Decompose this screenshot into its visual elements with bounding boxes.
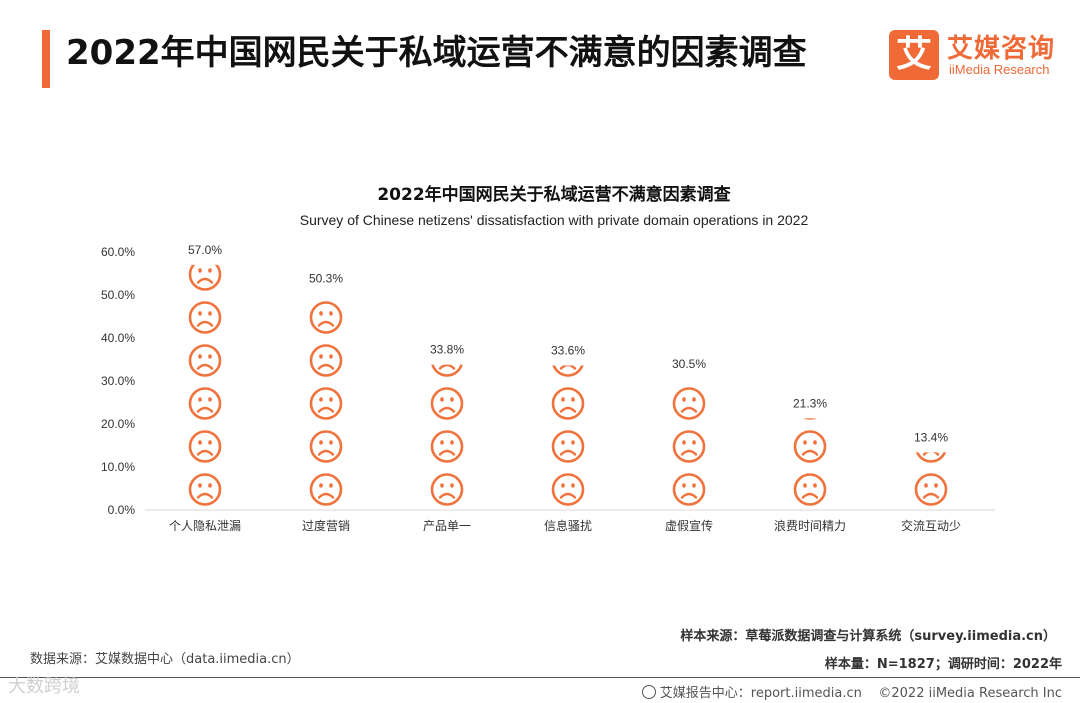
y-tick-label: 60.0% (101, 245, 135, 259)
x-tick-label: 浪费时间精力 (774, 518, 846, 533)
sad-face-icon (551, 473, 585, 506)
x-tick-label: 过度营销 (302, 518, 350, 533)
sad-face-icon (188, 301, 222, 334)
bar-4 (551, 365, 585, 506)
title-accent-bar (42, 30, 50, 88)
data-label: 57.0% (188, 243, 222, 257)
chart-title: 2022年中国网民关于私域运营不满意因素调查 (377, 185, 731, 205)
watermark: 大数跨境 (8, 676, 80, 697)
bar-2 (309, 301, 343, 506)
sad-face-icon (551, 430, 585, 463)
sad-face-icon (430, 387, 464, 420)
sad-face-icon (672, 387, 706, 420)
sad-face-icon (672, 430, 706, 463)
x-tick-label: 信息骚扰 (544, 518, 592, 533)
y-tick-label: 0.0% (108, 503, 136, 517)
sample-source: 样本来源：草莓派数据调查与计算系统（survey.iimedia.cn） (680, 629, 1056, 644)
y-tick-label: 50.0% (101, 288, 135, 302)
data-label: 13.4% (914, 430, 948, 444)
data-label: 33.8% (430, 343, 464, 357)
page-title: 2022年中国网民关于私域运营不满意的因素调查 (66, 33, 807, 73)
y-tick-label: 40.0% (101, 331, 135, 345)
y-tick-label: 20.0% (101, 417, 135, 431)
bar-3 (430, 364, 464, 506)
sad-face-icon (430, 430, 464, 463)
x-tick-label: 虚假宣传 (665, 518, 713, 533)
logo-en-text: iiMedia Research (949, 62, 1050, 77)
sad-face-icon (309, 430, 343, 463)
sad-face-icon (430, 473, 464, 506)
data-label: 21.3% (793, 396, 827, 410)
y-tick-label: 10.0% (101, 460, 135, 474)
data-label: 50.3% (309, 272, 343, 286)
sad-face-icon (309, 473, 343, 506)
sad-face-icon (309, 344, 343, 377)
globe-icon (641, 685, 656, 699)
sad-face-icon (309, 387, 343, 420)
logo-cn-text: 艾媒咨询 (947, 34, 1056, 64)
y-tick-label: 30.0% (101, 374, 135, 388)
copyright: ©2022 iiMedia Research Inc (878, 686, 1062, 701)
sad-face-icon (188, 344, 222, 377)
x-tick-label: 交流互动少 (901, 518, 961, 533)
iimedia-logo: 艾 艾媒咨询 iiMedia Research (889, 30, 1069, 82)
sad-face-icon (188, 264, 222, 291)
chart-subtitle: Survey of Chinese netizens' dissatisfact… (299, 212, 809, 228)
footer-divider (0, 677, 1080, 678)
logo-mark: 艾 (889, 30, 939, 80)
sad-face-icon (914, 473, 948, 506)
sad-face-icon (672, 473, 706, 506)
data-source: 数据来源：艾媒数据中心（data.iimedia.cn） (30, 652, 300, 667)
sad-face-icon (551, 387, 585, 420)
sample-info: 样本量：N=1827；调研时间：2022年 (824, 657, 1062, 672)
sad-face-icon (188, 430, 222, 463)
data-label: 30.5% (672, 357, 706, 371)
sad-face-icon (793, 473, 827, 506)
data-label: 33.6% (551, 344, 585, 358)
sad-face-icon (188, 387, 222, 420)
sad-face-icon (309, 301, 343, 334)
footer: 艾媒报告中心：report.iimedia.cn ©2022 iiMedia R… (641, 682, 1062, 701)
sad-face-icon (188, 473, 222, 506)
x-tick-label: 个人隐私泄漏 (169, 519, 241, 533)
bar-1 (188, 264, 222, 506)
x-tick-label: 产品单一 (423, 519, 471, 533)
sad-face-icon (793, 430, 827, 463)
report-center-link[interactable]: 艾媒报告中心：report.iimedia.cn (659, 686, 862, 701)
